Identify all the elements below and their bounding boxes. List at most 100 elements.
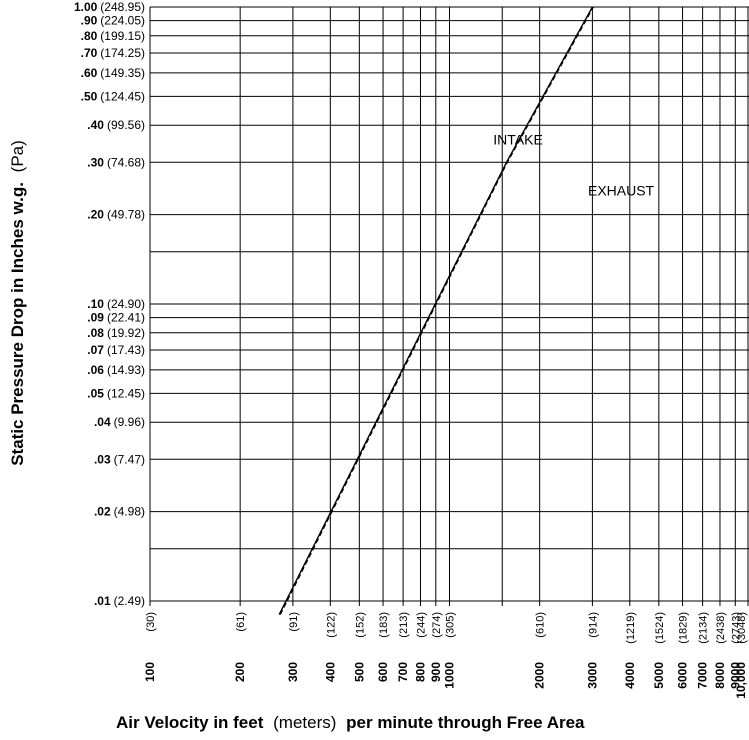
y-tick-value: .80 bbox=[81, 29, 98, 43]
x-tick-metric: (2134) bbox=[698, 612, 710, 644]
x-tick-value: 4000 bbox=[623, 662, 637, 689]
series-label-intake: INTAKE bbox=[493, 131, 543, 147]
x-tick-metric: (914) bbox=[587, 612, 599, 638]
y-tick-label: .30 (74.68) bbox=[87, 155, 145, 169]
x-tick-value: 500 bbox=[352, 662, 366, 682]
y-tick-label: .60 (149.35) bbox=[81, 66, 145, 80]
y-tick-label: .80 (199.15) bbox=[81, 29, 145, 43]
x-tick-value: 2000 bbox=[533, 662, 547, 689]
y-tick-label: .50 (124.45) bbox=[81, 89, 145, 103]
y-tick-label: .90 (224.05) bbox=[81, 14, 145, 28]
y-tick-metric: (24.90) bbox=[107, 297, 145, 311]
x-tick-metric: (61) bbox=[235, 612, 247, 632]
y-tick-label: .70 (174.25) bbox=[81, 46, 145, 60]
grid-lines bbox=[149, 6, 749, 606]
y-tick-label: .40 (99.56) bbox=[87, 118, 145, 132]
x-tick-metric: (1219) bbox=[625, 612, 637, 644]
y-tick-metric: (9.96) bbox=[114, 415, 145, 429]
x-tick-metric: (2743) bbox=[730, 612, 742, 644]
y-tick-metric: (199.15) bbox=[100, 29, 145, 43]
x-tick-value: 5000 bbox=[652, 662, 666, 689]
y-tick-value: 1.00 bbox=[74, 0, 98, 14]
y-tick-metric: (12.45) bbox=[107, 386, 145, 400]
y-tick-metric: (49.78) bbox=[107, 208, 145, 222]
y-tick-labels: 1.00 (248.95).90 (224.05).80 (199.15).70 (17… bbox=[74, 0, 145, 608]
x-tick-value: 3000 bbox=[585, 662, 599, 689]
y-tick-value: .04 bbox=[94, 415, 111, 429]
y-tick-metric: (248.95) bbox=[100, 0, 145, 14]
x-tick-metric: (1524) bbox=[654, 612, 666, 644]
y-tick-value: .05 bbox=[87, 386, 104, 400]
y-tick-label: .02 (4.98) bbox=[94, 505, 145, 519]
y-tick-value: .20 bbox=[87, 208, 104, 222]
x-tick-value: 600 bbox=[376, 662, 390, 682]
y-tick-metric: (99.56) bbox=[107, 118, 145, 132]
y-tick-metric: (124.45) bbox=[100, 89, 145, 103]
series-label-exhaust: EXHAUST bbox=[588, 182, 655, 198]
x-tick-metric: (1829) bbox=[678, 612, 690, 644]
x-tick-metric: (213) bbox=[398, 612, 410, 638]
x-tick-value: 10,000 bbox=[734, 662, 748, 699]
x-tick-labels: (30) 100 (61) 200 (91) 300 (122) 400 (152) 500 (18… bbox=[143, 612, 748, 699]
series-line-intake bbox=[278, 6, 594, 615]
y-axis-title-main: Static Pressure Drop in Inches w.g. bbox=[8, 182, 27, 466]
y-tick-value: .90 bbox=[81, 14, 98, 28]
x-tick-metric: (274) bbox=[431, 612, 443, 638]
y-tick-value: .09 bbox=[87, 311, 104, 325]
y-tick-label: .10 (24.90) bbox=[87, 297, 145, 311]
y-tick-label: .08 (19.92) bbox=[87, 326, 145, 340]
y-tick-metric: (19.92) bbox=[107, 326, 145, 340]
y-tick-label: 1.00 (248.95) bbox=[74, 0, 145, 14]
x-tick-metric: (122) bbox=[325, 612, 337, 638]
y-tick-metric: (2.49) bbox=[114, 594, 145, 608]
x-tick-value: 100 bbox=[143, 662, 157, 682]
x-axis-title: Air Velocity in feet (meters) per minute… bbox=[116, 713, 585, 732]
x-tick-metric: (30) bbox=[145, 612, 157, 632]
y-tick-metric: (14.93) bbox=[107, 363, 145, 377]
y-tick-label: .01 (2.49) bbox=[94, 594, 145, 608]
y-tick-value: .60 bbox=[81, 66, 98, 80]
x-tick-value: 200 bbox=[233, 662, 247, 682]
y-tick-label: .03 (7.47) bbox=[94, 452, 145, 466]
x-axis-title-unit: (meters) bbox=[273, 713, 336, 732]
x-axis-title-rest: per minute through Free Area bbox=[346, 713, 585, 732]
x-tick-value: 300 bbox=[286, 662, 300, 682]
y-tick-value: .10 bbox=[87, 297, 104, 311]
x-tick-metric: (2438) bbox=[715, 612, 727, 644]
y-tick-label: .04 (9.96) bbox=[94, 415, 145, 429]
x-axis-title-main: Air Velocity in feet bbox=[116, 713, 264, 732]
y-tick-value: .01 bbox=[94, 594, 111, 608]
y-tick-metric: (74.68) bbox=[107, 155, 145, 169]
y-tick-metric: (149.35) bbox=[100, 66, 145, 80]
series-lines bbox=[278, 6, 594, 615]
x-tick-metric: (152) bbox=[354, 612, 366, 638]
y-tick-label: .07 (17.43) bbox=[87, 343, 145, 357]
y-axis-title-unit: (Pa) bbox=[8, 140, 27, 172]
y-tick-metric: (22.41) bbox=[107, 311, 145, 325]
y-tick-label: .06 (14.93) bbox=[87, 363, 145, 377]
y-tick-value: .02 bbox=[94, 505, 111, 519]
y-tick-label: .05 (12.45) bbox=[87, 386, 145, 400]
x-tick-metric: (610) bbox=[535, 612, 547, 638]
x-tick-metric: (91) bbox=[288, 612, 300, 632]
y-tick-value: .70 bbox=[81, 46, 98, 60]
y-tick-metric: (7.47) bbox=[114, 452, 145, 466]
x-tick-value: 400 bbox=[323, 662, 337, 682]
x-tick-value: 9000 bbox=[728, 662, 742, 689]
y-tick-value: .40 bbox=[87, 118, 104, 132]
y-tick-label: .20 (49.78) bbox=[87, 208, 145, 222]
y-tick-value: .06 bbox=[87, 363, 104, 377]
y-tick-label: .09 (22.41) bbox=[87, 311, 145, 325]
y-axis-title: Static Pressure Drop in Inches w.g. (Pa) bbox=[8, 140, 27, 466]
y-tick-value: .50 bbox=[81, 89, 98, 103]
y-tick-value: .30 bbox=[87, 155, 104, 169]
x-tick-metric: (183) bbox=[378, 612, 390, 638]
y-tick-metric: (224.05) bbox=[100, 14, 145, 28]
x-tick-value: 900 bbox=[429, 662, 443, 682]
x-tick-value: 700 bbox=[396, 662, 410, 682]
series-annotations: INTAKE EXHAUST bbox=[493, 131, 654, 198]
y-tick-metric: (17.43) bbox=[107, 343, 145, 357]
x-tick-value: 7000 bbox=[696, 662, 710, 689]
y-tick-metric: (174.25) bbox=[100, 46, 145, 60]
